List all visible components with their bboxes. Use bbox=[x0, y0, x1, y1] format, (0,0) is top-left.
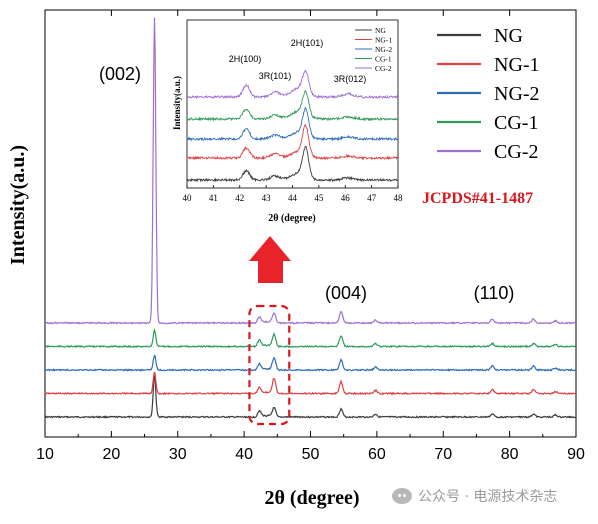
inset-x-tick-label: 46 bbox=[341, 193, 351, 203]
inset-y-axis-label: Intensity(a.u.) bbox=[172, 76, 182, 130]
inset-x-tick-label: 44 bbox=[288, 193, 298, 203]
main-series-cg-2 bbox=[44, 17, 577, 325]
inset-x-tick-label: 43 bbox=[262, 193, 272, 203]
inset-peak-label: 2H(101) bbox=[291, 38, 324, 48]
x-tick-label: 40 bbox=[235, 446, 253, 463]
inset-peak-label: 2H(100) bbox=[229, 54, 262, 64]
legend-label-cg-1: CG-1 bbox=[494, 112, 538, 134]
inset-legend-label-ng: NG bbox=[375, 26, 386, 35]
watermark-text: 公众号 · 电源技术杂志 bbox=[418, 489, 558, 505]
wechat-icon bbox=[392, 488, 412, 504]
inset-legend-label-ng-1: NG-1 bbox=[375, 36, 392, 45]
inset-x-tick-label: 45 bbox=[314, 193, 324, 203]
inset-legend-label-cg-1: CG-1 bbox=[375, 55, 392, 64]
x-tick-label: 60 bbox=[368, 446, 386, 463]
x-tick-label: 70 bbox=[434, 446, 452, 463]
peak-label: (110) bbox=[474, 283, 515, 303]
x-tick-label: 90 bbox=[567, 446, 585, 463]
watermark: 公众号 · 电源技术杂志 bbox=[392, 484, 592, 508]
inset-peak-label: 3R(012) bbox=[334, 74, 367, 84]
inset-x-tick-label: 48 bbox=[394, 193, 404, 203]
legend-label-ng: NG bbox=[494, 25, 523, 47]
legend-label-ng-2: NG-2 bbox=[494, 83, 540, 105]
inset-series-ng bbox=[186, 145, 398, 183]
x-tick-label: 30 bbox=[169, 446, 187, 463]
legend-label-ng-1: NG-1 bbox=[494, 54, 540, 76]
inset-series-cg-1 bbox=[186, 90, 398, 122]
inset-legend-box bbox=[352, 22, 396, 74]
legend-label-cg-2: CG-2 bbox=[494, 141, 538, 163]
main-series-ng-2 bbox=[44, 354, 577, 372]
main-series-ng bbox=[45, 375, 577, 419]
x-tick-label: 80 bbox=[501, 446, 519, 463]
main-x-axis-label: 2θ (degree) bbox=[264, 487, 359, 509]
peak-label: (002) bbox=[99, 64, 141, 84]
highlight-dashed-box bbox=[248, 304, 291, 426]
x-tick-label: 10 bbox=[36, 446, 54, 463]
inset-x-tick-label: 42 bbox=[235, 193, 244, 203]
inset-peak-label: 3R(101) bbox=[259, 71, 292, 81]
arrow-head-icon bbox=[249, 236, 291, 261]
main-series-cg-1 bbox=[44, 328, 577, 349]
x-tick-label: 20 bbox=[102, 446, 120, 463]
inset-legend-label-ng-2: NG-2 bbox=[375, 45, 392, 54]
arrow-shaft bbox=[258, 259, 283, 283]
inset-series-ng-1 bbox=[186, 123, 398, 161]
inset-x-tick-label: 47 bbox=[367, 193, 377, 203]
inset-x-tick-label: 41 bbox=[209, 193, 218, 203]
peak-label: (004) bbox=[325, 283, 367, 303]
inset-x-axis-label: 2θ (degree) bbox=[268, 213, 316, 224]
jcpds-reference-label: JCPDS#41-1487 bbox=[422, 190, 533, 207]
inset-series-cg-2 bbox=[186, 69, 398, 100]
main-y-axis-label: Intensity(a.u.) bbox=[7, 145, 29, 265]
inset-legend-label-cg-2: CG-2 bbox=[375, 64, 392, 73]
x-tick-label: 50 bbox=[302, 446, 320, 463]
main-series-ng-1 bbox=[44, 371, 577, 396]
inset-x-tick-label: 40 bbox=[183, 193, 193, 203]
inset-series-ng-2 bbox=[186, 106, 398, 142]
